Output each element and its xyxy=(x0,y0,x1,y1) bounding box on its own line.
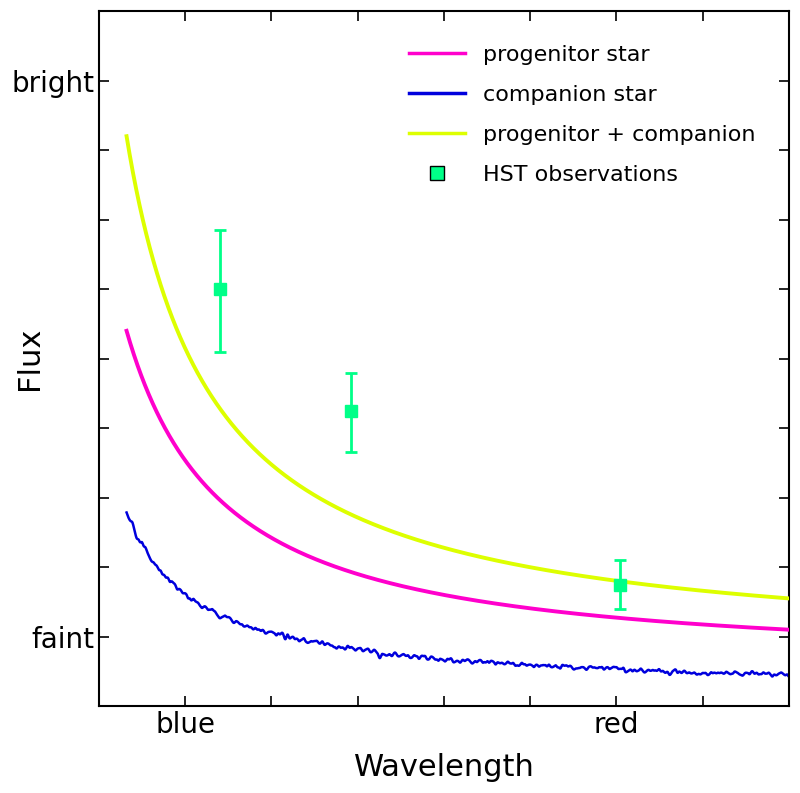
X-axis label: Wavelength: Wavelength xyxy=(354,753,534,782)
Text: Flux: Flux xyxy=(15,327,45,390)
Legend: progenitor star, companion star, progenitor + companion, HST observations: progenitor star, companion star, progeni… xyxy=(400,36,764,194)
